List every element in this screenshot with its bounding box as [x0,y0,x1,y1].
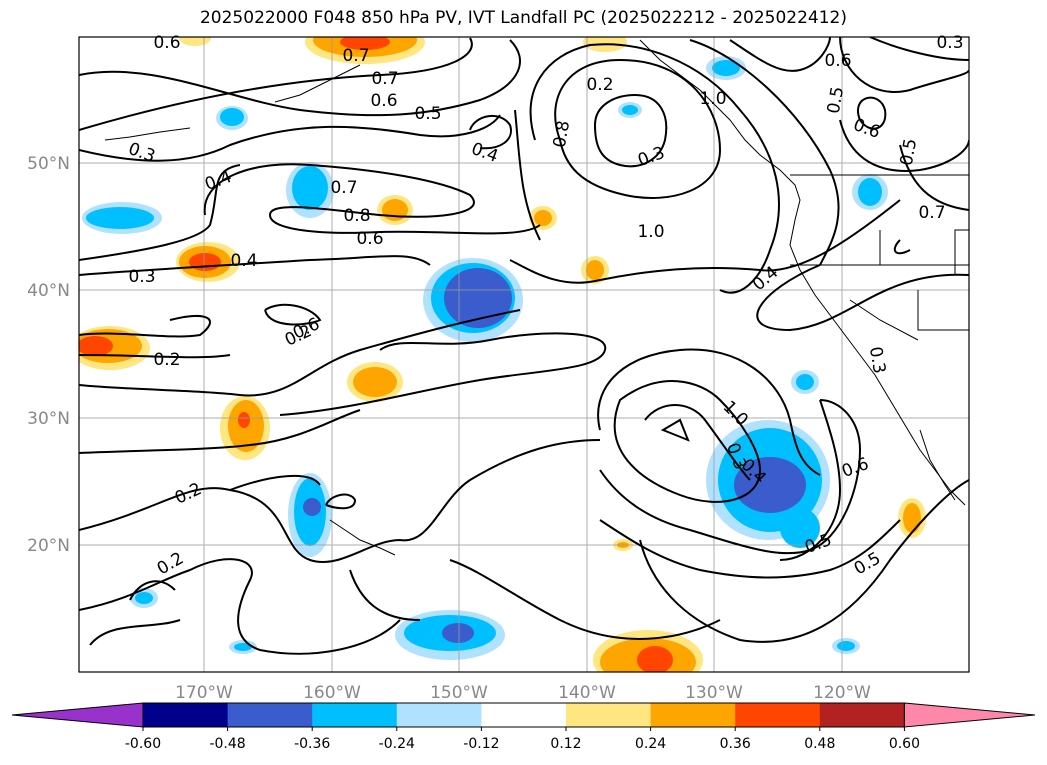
colorbar-tick-label: -0.12 [463,736,499,752]
lon-tick-label: 160°W [303,683,361,703]
contour-label: 0.8 [343,206,370,226]
contour-label: 1.0 [699,89,726,109]
contour-label: 0.5 [897,137,921,167]
lat-tick-label: 40°N [27,281,70,301]
colorbar-tick-label: -0.60 [125,736,161,752]
colorbar-tick-label: 0.48 [804,736,835,752]
lon-tick-label: 130°W [685,683,743,703]
contour-label: 0.7 [342,46,369,66]
colorbar-tick-label: 0.36 [720,736,751,752]
pv-shading-positive [79,37,926,672]
lon-tick-label: 150°W [430,683,488,703]
lat-tick-label: 30°N [27,409,70,429]
colorbar-tick-label: -0.24 [379,736,415,752]
colorbar-tick-label: -0.48 [209,736,245,752]
map-title: 2025022000 F048 850 hPa PV, IVT Landfall… [199,8,847,28]
graticule [79,37,969,672]
contour-label: 0.3 [936,33,963,53]
colorbar-tick-label: -0.36 [294,736,330,752]
contour-label: 0.3 [865,345,889,375]
contour-label: 0.7 [330,178,357,198]
lon-tick-label: 170°W [175,683,233,703]
ivt-contours [79,37,969,655]
colorbar: -0.60 -0.48 -0.36 -0.24 -0.12 0.12 0.24 0.36 0.4… [11,702,1036,752]
colorbar-extend-high [903,702,1036,728]
colorbar-tick-label: 0.12 [550,736,581,752]
contour-label: 0.6 [370,91,397,111]
contour-label: 0.6 [851,115,883,143]
contour-label: 0.6 [824,51,851,71]
colorbar-segment [481,703,567,727]
contour-label: 0.2 [172,479,205,509]
contour-label: 0.7 [918,203,945,223]
map-frame [78,36,970,673]
colorbar-tick-label: 0.60 [889,736,920,752]
contour-label: 0.4 [202,167,234,195]
colorbar-segment [396,703,482,727]
latitude-labels: 50°N 40°N 30°N 20°N [27,154,70,556]
contour-label: 0.7 [371,69,398,89]
contour-label: 0.8 [550,119,574,149]
colorbar-outline [142,702,905,728]
lat-tick-label: 50°N [27,154,70,174]
lon-tick-label: 120°W [813,683,871,703]
contour-label: 0.6 [356,229,383,249]
lat-tick-label: 20°N [27,536,70,556]
coastlines [104,39,969,556]
colorbar-segment [650,703,736,727]
contour-label: 0.6 [153,33,180,53]
contour-label: 0.5 [414,104,441,124]
lon-tick-label: 140°W [558,683,616,703]
contour-label: 0.2 [586,75,613,95]
contour-label: 1.0 [637,222,664,242]
contour-label: 0.2 [154,548,187,579]
contour-label: 0.3 [128,267,155,287]
colorbar-segment [566,703,652,727]
contour-label: 0.6 [839,454,871,482]
longitude-labels: 170°W 160°W 150°W 140°W 130°W 120°W [175,683,871,703]
contour-label: 0.4 [230,251,257,271]
colorbar-extend-low [11,702,144,728]
contour-label: 0.5 [824,85,848,115]
colorbar-tick-label: 0.24 [635,736,666,752]
colorbar-segment [143,703,229,727]
colorbar-segment [819,703,905,727]
colorbar-segment [227,703,313,727]
colorbar-segment [735,703,821,727]
colorbar-segment [312,703,398,727]
contour-label: 0.2 [153,350,180,370]
